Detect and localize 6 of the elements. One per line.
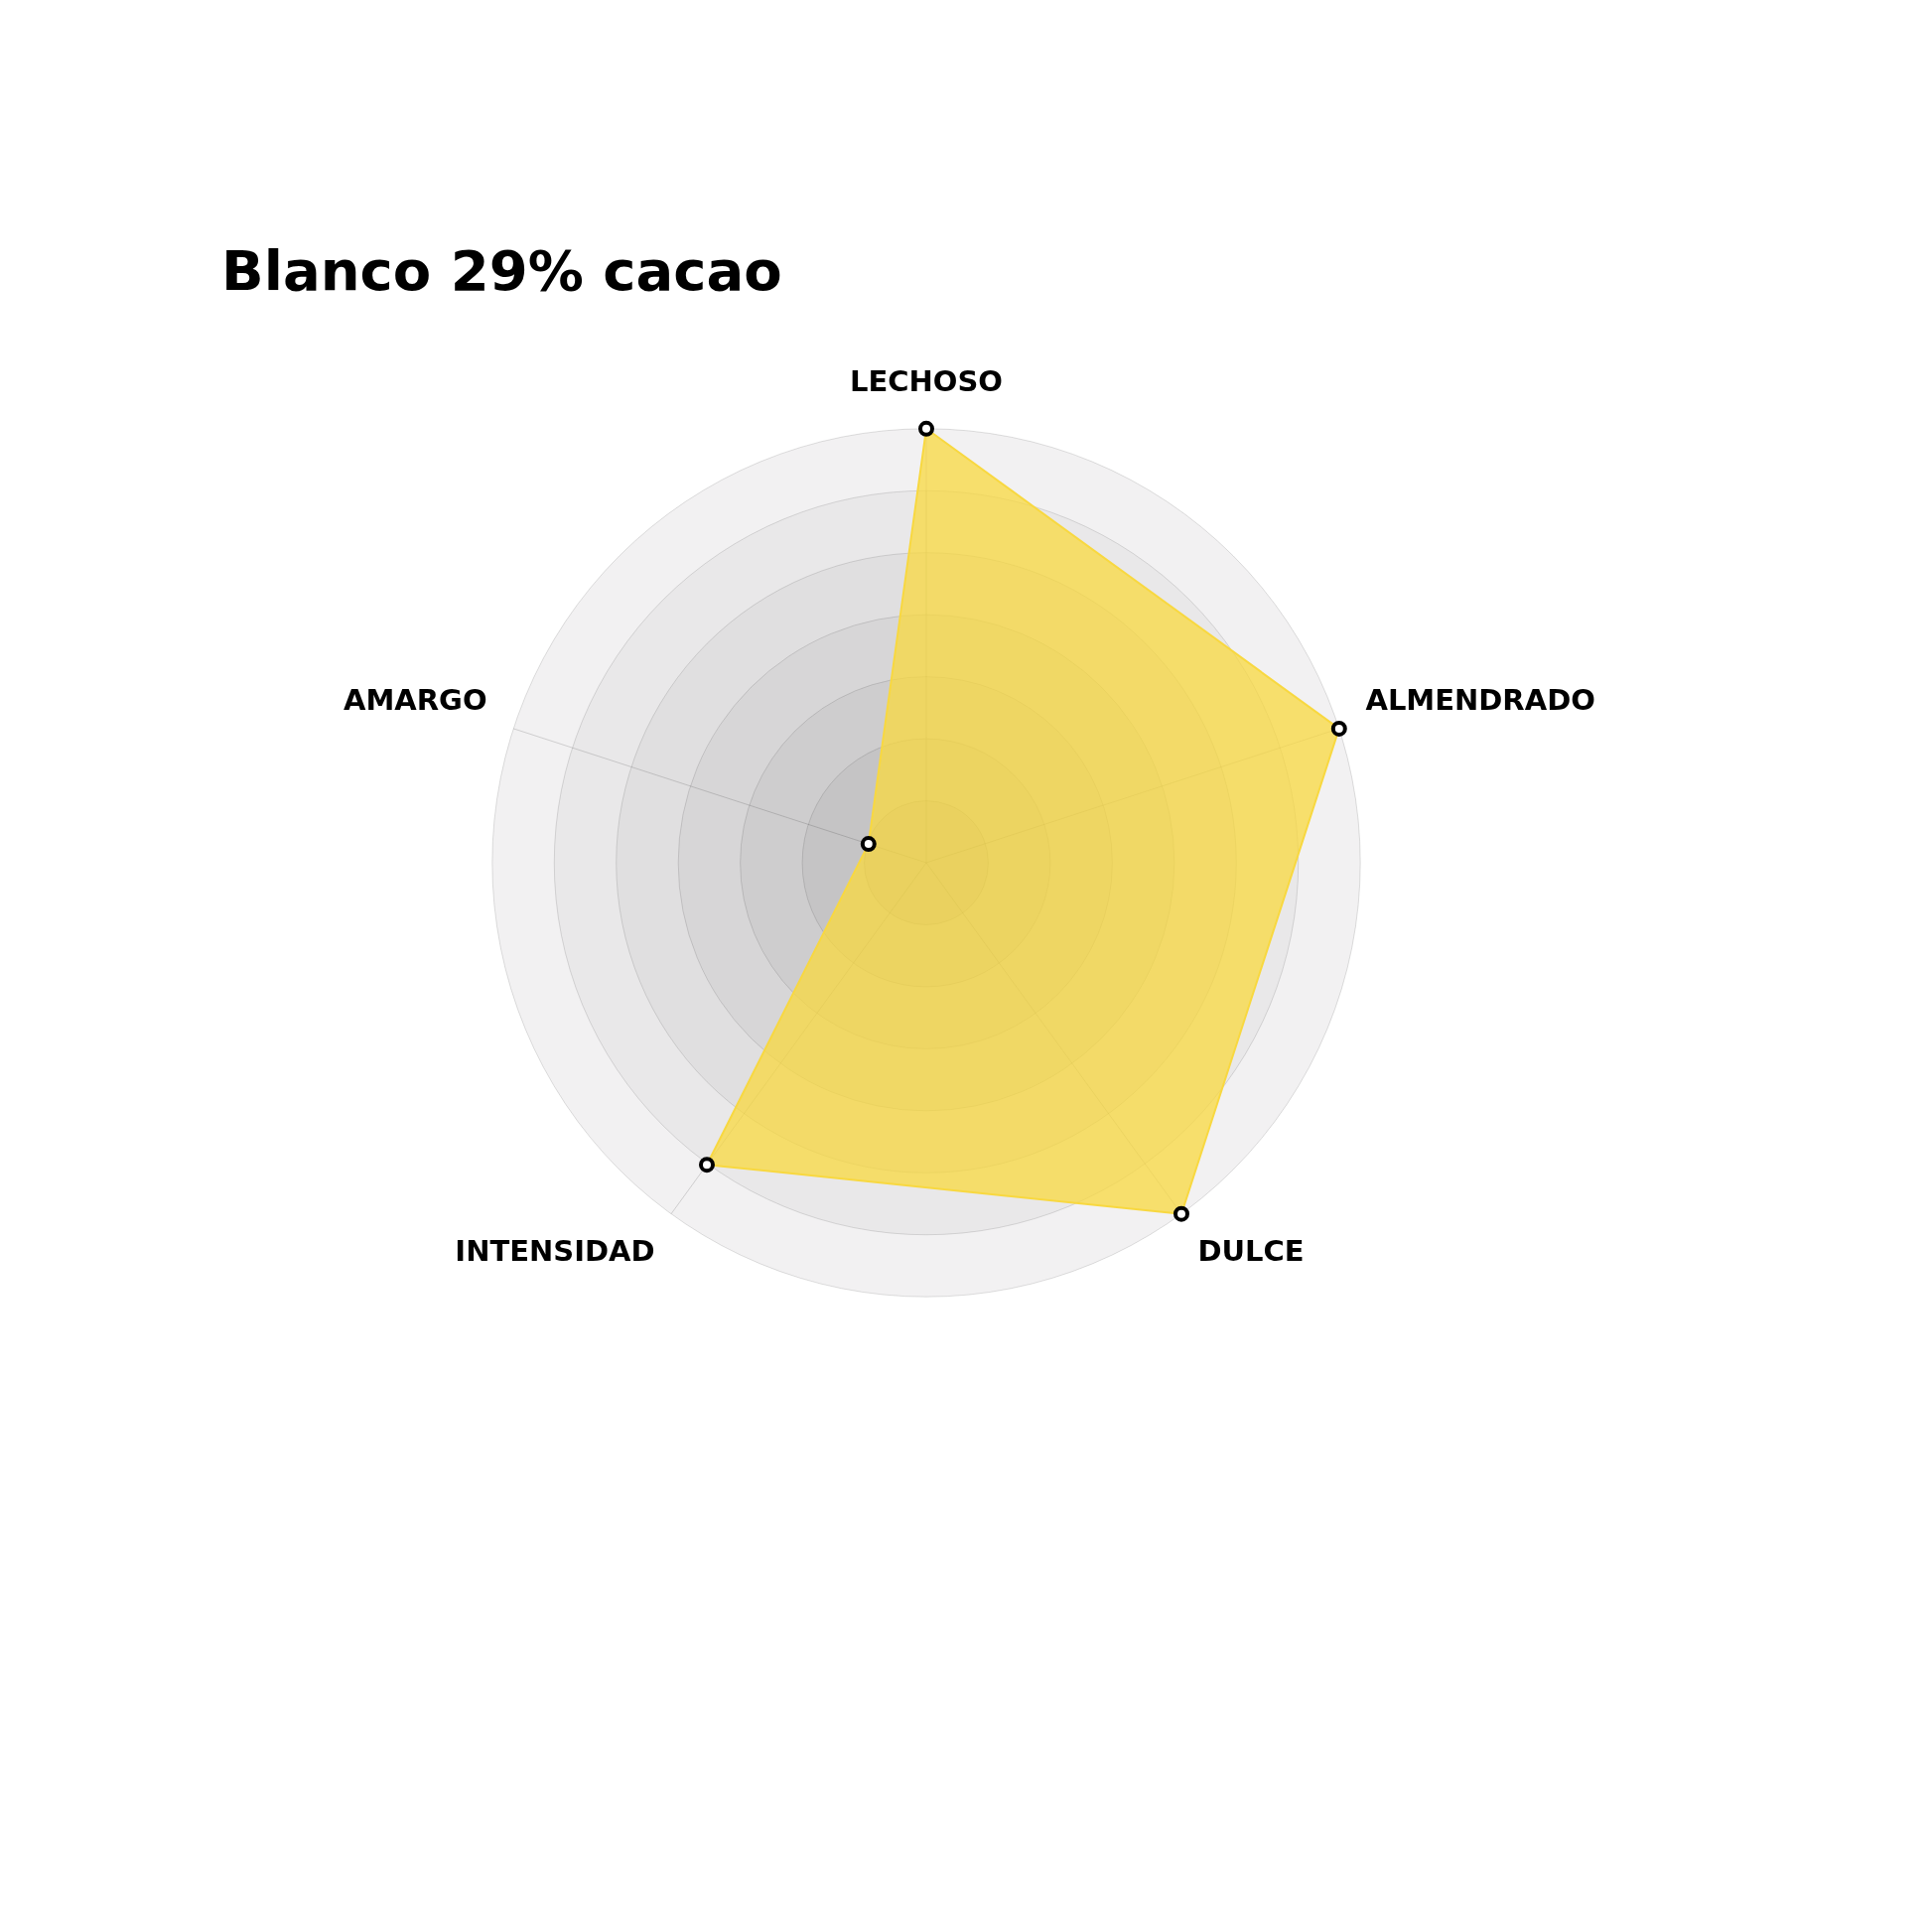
chart-title: Blanco 29% cacao (221, 238, 782, 303)
spoke-label: DULCE (1197, 1234, 1305, 1269)
spoke-label: LECHOSO (849, 363, 1004, 398)
spoke-label: ALMENDRADO (1365, 683, 1595, 718)
spoke-label: AMARGO (344, 683, 487, 718)
spoke-label: INTENSIDAD (455, 1234, 655, 1269)
